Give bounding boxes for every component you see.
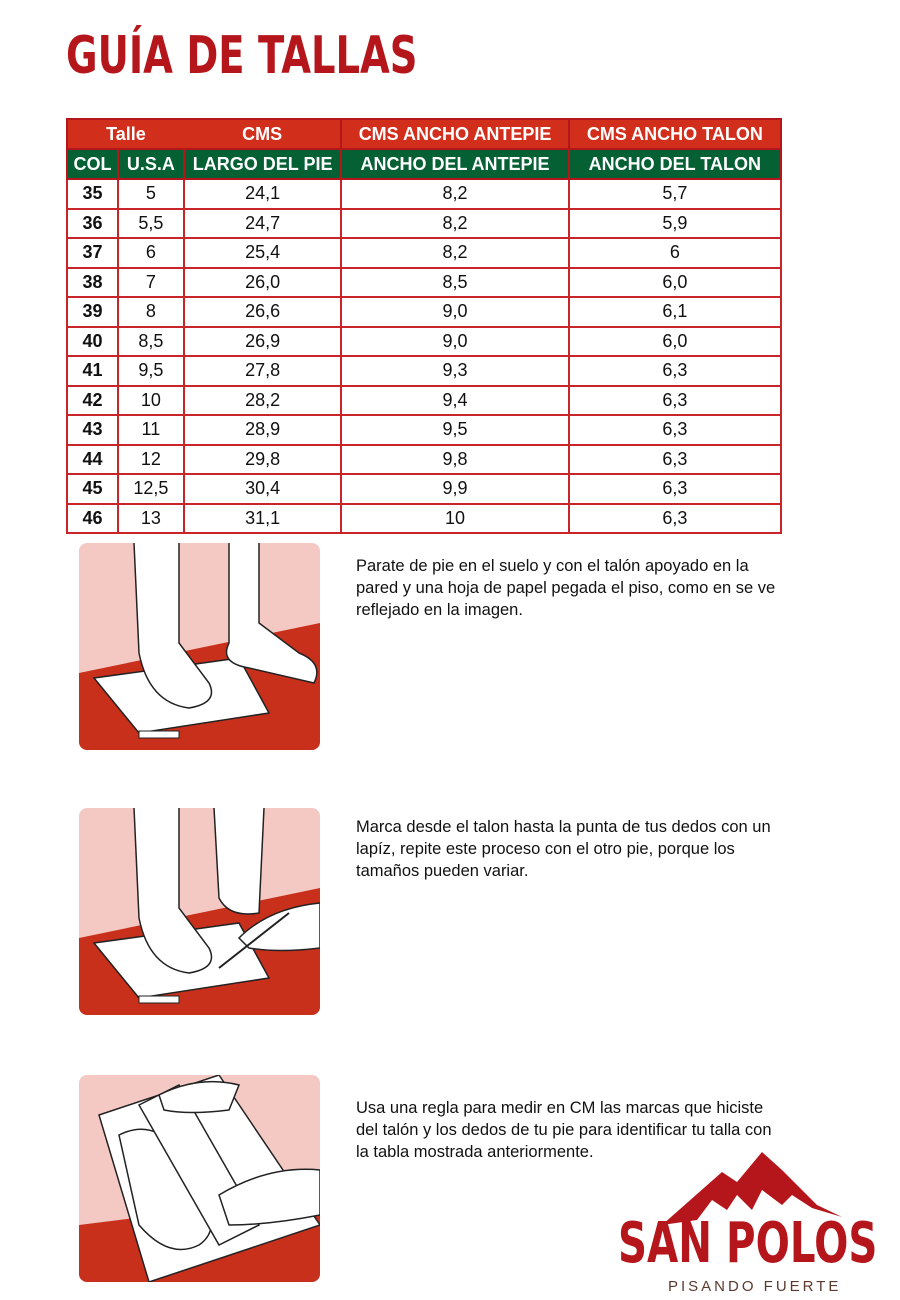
usa-size-cell: 13 (116, 502, 185, 534)
heel-width-cell: 6,3 (567, 473, 783, 505)
heel-width-cell: 6,1 (567, 296, 783, 328)
forefoot-width-cell: 8,2 (340, 237, 570, 269)
table-row: 45 12,5 30,4 9,9 6,3 (66, 473, 783, 505)
step-1-illustration (79, 543, 320, 750)
table-row: 46 13 31,1 10 6,3 (66, 502, 783, 534)
table-row: 40 8,5 26,9 9,0 6,0 (66, 325, 783, 357)
foot-length-cell: 27,8 (182, 355, 343, 387)
col-size-cell: 40 (66, 325, 119, 357)
table-row: 39 8 26,6 9,0 6,1 (66, 296, 783, 328)
usa-size-cell: 5 (116, 178, 185, 210)
forefoot-width-cell: 8,2 (340, 178, 570, 210)
foot-length-cell: 24,1 (182, 178, 343, 210)
table-row: 36 5,5 24,7 8,2 5,9 (66, 207, 783, 239)
col-size-cell: 39 (66, 296, 119, 328)
heel-width-cell: 6,3 (567, 443, 783, 475)
header-usa: U.S.A (116, 148, 185, 180)
header-row-2: COL U.S.A LARGO DEL PIE ANCHO DEL ANTEPI… (66, 148, 783, 180)
col-size-cell: 36 (66, 207, 119, 239)
col-size-cell: 46 (66, 502, 119, 534)
foot-length-cell: 31,1 (182, 502, 343, 534)
usa-size-cell: 10 (116, 384, 185, 416)
heel-width-cell: 6,3 (567, 502, 783, 534)
page-title: GUÍA DE TALLAS (66, 26, 418, 86)
header-largo: LARGO DEL PIE (182, 148, 343, 180)
forefoot-width-cell: 9,0 (340, 296, 570, 328)
col-size-cell: 38 (66, 266, 119, 298)
forefoot-width-cell: 8,2 (340, 207, 570, 239)
step-1-text: Parate de pie en el suelo y con el talón… (356, 557, 776, 619)
col-size-cell: 42 (66, 384, 119, 416)
col-size-cell: 41 (66, 355, 119, 387)
step-2-text: Marca desde el talon hasta la punta de t… (356, 818, 771, 880)
heel-width-cell: 5,9 (567, 207, 783, 239)
usa-size-cell: 9,5 (116, 355, 185, 387)
forefoot-width-cell: 9,3 (340, 355, 570, 387)
heel-width-cell: 6,3 (567, 355, 783, 387)
header-talon: ANCHO DEL TALON (567, 148, 783, 180)
table-row: 41 9,5 27,8 9,3 6,3 (66, 355, 783, 387)
mountain-logo-icon (662, 1152, 842, 1225)
usa-size-cell: 12 (116, 443, 185, 475)
header-antepie: ANCHO DEL ANTEPIE (340, 148, 570, 180)
heel-width-cell: 6,3 (567, 414, 783, 446)
foot-length-cell: 24,7 (182, 207, 343, 239)
forefoot-width-cell: 9,8 (340, 443, 570, 475)
foot-length-cell: 30,4 (182, 473, 343, 505)
col-size-cell: 44 (66, 443, 119, 475)
heel-width-cell: 6,3 (567, 384, 783, 416)
foot-length-cell: 28,9 (182, 414, 343, 446)
step-2-illustration (79, 808, 320, 1015)
forefoot-width-cell: 8,5 (340, 266, 570, 298)
foot-length-cell: 29,8 (182, 443, 343, 475)
header-cms: CMS (183, 118, 343, 150)
header-cms-talon: CMS ANCHO TALON (567, 118, 783, 150)
table-row: 35 5 24,1 8,2 5,7 (66, 178, 783, 210)
forefoot-width-cell: 9,4 (340, 384, 570, 416)
foot-length-cell: 26,6 (182, 296, 343, 328)
foot-length-cell: 25,4 (182, 237, 343, 269)
col-size-cell: 45 (66, 473, 119, 505)
brand-tagline: PISANDO FUERTE (668, 1278, 842, 1295)
heel-width-cell: 6,0 (567, 266, 783, 298)
col-size-cell: 43 (66, 414, 119, 446)
forefoot-width-cell: 9,5 (340, 414, 570, 446)
header-talle: Talle (66, 118, 184, 150)
brand-name: SAN POLOS (618, 1211, 878, 1276)
usa-size-cell: 8 (116, 296, 185, 328)
usa-size-cell: 6 (116, 237, 185, 269)
foot-length-cell: 28,2 (182, 384, 343, 416)
heel-width-cell: 6,0 (567, 325, 783, 357)
heel-width-cell: 5,7 (567, 178, 783, 210)
step-3-illustration (79, 1075, 320, 1282)
usa-size-cell: 12,5 (116, 473, 185, 505)
table-row: 42 10 28,2 9,4 6,3 (66, 384, 783, 416)
col-size-cell: 35 (66, 178, 119, 210)
usa-size-cell: 7 (116, 266, 185, 298)
col-size-cell: 37 (66, 237, 119, 269)
table-row: 38 7 26,0 8,5 6,0 (66, 266, 783, 298)
table-row: 43 11 28,9 9,5 6,3 (66, 414, 783, 446)
foot-length-cell: 26,9 (182, 325, 343, 357)
usa-size-cell: 11 (116, 414, 185, 446)
header-row-1: Talle CMS CMS ANCHO ANTEPIE CMS ANCHO TA… (66, 118, 783, 150)
size-table: Talle CMS CMS ANCHO ANTEPIE CMS ANCHO TA… (66, 118, 783, 534)
foot-length-cell: 26,0 (182, 266, 343, 298)
usa-size-cell: 5,5 (116, 207, 185, 239)
heel-width-cell: 6 (567, 237, 783, 269)
forefoot-width-cell: 9,0 (340, 325, 570, 357)
table-row: 37 6 25,4 8,2 6 (66, 237, 783, 269)
table-row: 44 12 29,8 9,8 6,3 (66, 443, 783, 475)
header-cms-antepie: CMS ANCHO ANTEPIE (340, 118, 570, 150)
step-3-text: Usa una regla para medir en CM las marca… (356, 1099, 772, 1161)
usa-size-cell: 8,5 (116, 325, 185, 357)
forefoot-width-cell: 10 (340, 502, 570, 534)
header-col: COL (66, 148, 119, 180)
forefoot-width-cell: 9,9 (340, 473, 570, 505)
